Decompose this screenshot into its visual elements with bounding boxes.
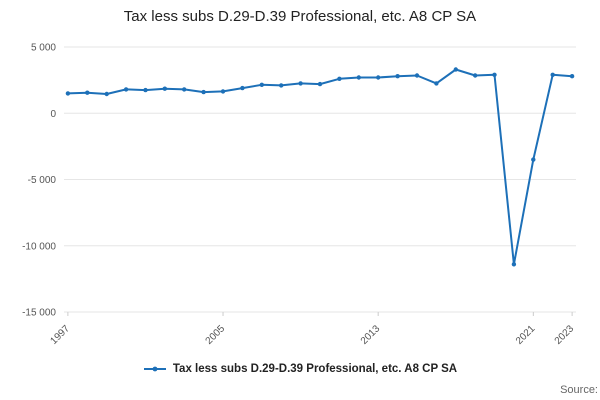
svg-text:-5 000: -5 000 (28, 175, 57, 186)
svg-text:2023: 2023 (553, 323, 577, 347)
svg-text:2013: 2013 (359, 323, 383, 347)
legend-line-icon (143, 366, 166, 372)
chart-title: Tax less subs D.29-D.39 Professional, et… (123, 8, 477, 25)
svg-text:2005: 2005 (204, 323, 228, 347)
chart-plot-area: 5 000 0 -5 000 -10 000 -15 000 1997 2005 2013 20… (22, 43, 577, 347)
source-label: Source: (560, 384, 598, 396)
legend-item[interactable]: Tax less subs D.29-D.39 Professional, et… (0, 363, 600, 375)
svg-text:0: 0 (50, 109, 56, 120)
legend-label: Tax less subs D.29-D.39 Professional, et… (172, 363, 458, 375)
svg-text:-10 000: -10 000 (22, 241, 56, 252)
svg-text:1997: 1997 (48, 323, 72, 347)
svg-text:2021: 2021 (514, 323, 538, 347)
svg-text:-15 000: -15 000 (22, 308, 56, 319)
svg-text:5 000: 5 000 (31, 43, 56, 54)
